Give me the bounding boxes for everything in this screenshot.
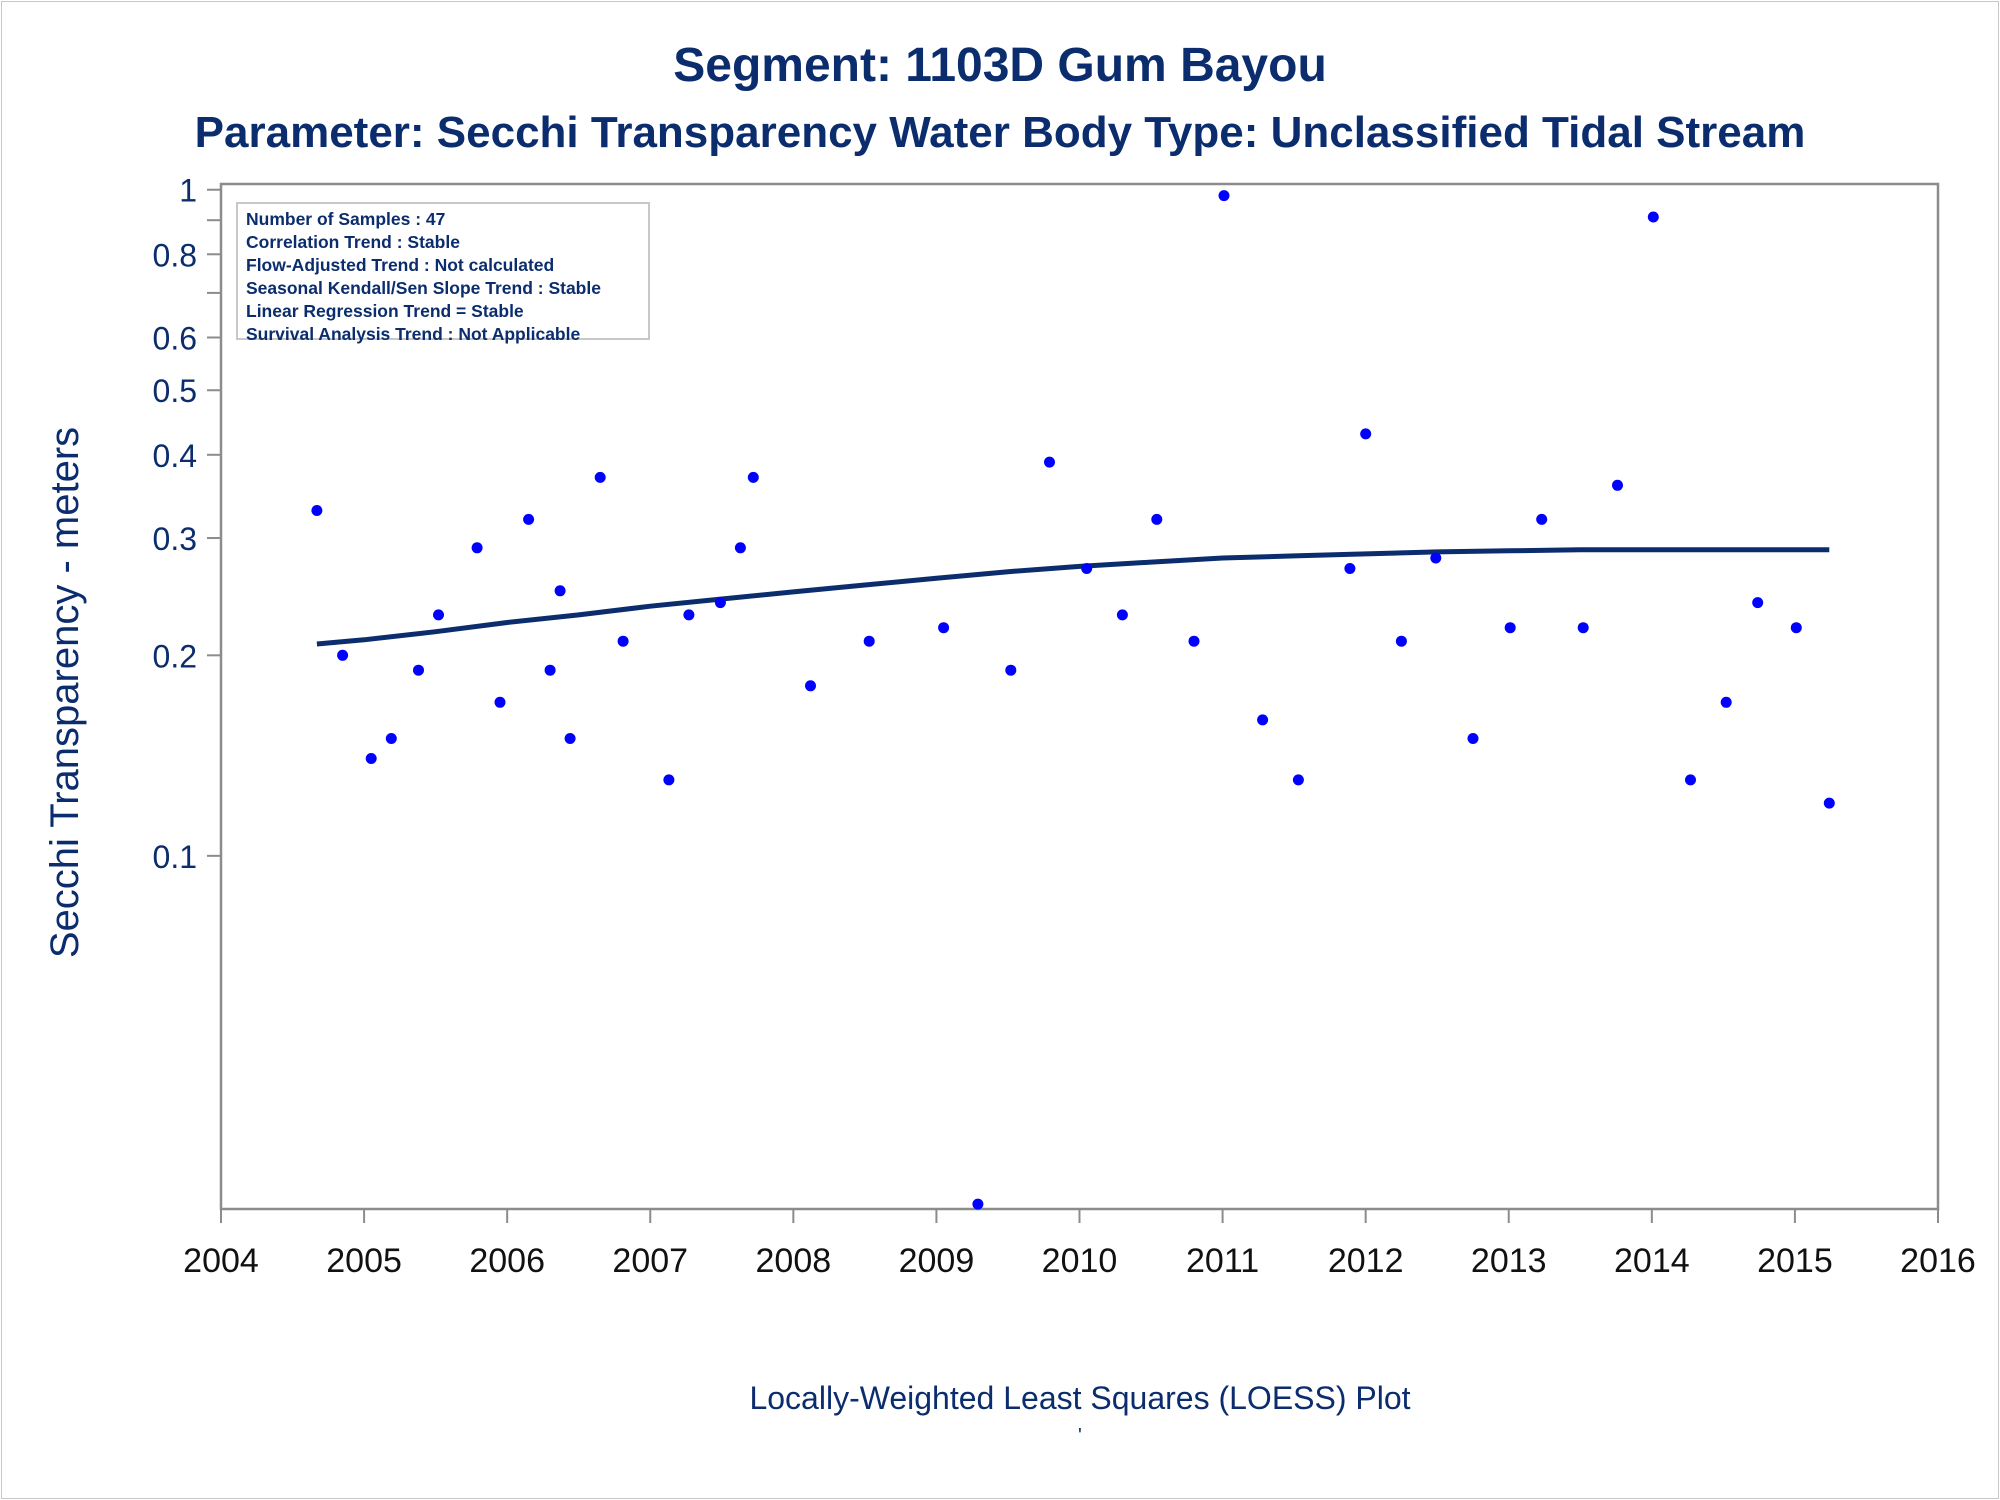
data-point [1151, 513, 1163, 525]
y-tick-label: 0.6 [153, 321, 197, 357]
x-tick-label: 2011 [1186, 1242, 1259, 1280]
x-tick-label: 2012 [1328, 1242, 1404, 1280]
data-point [1395, 635, 1407, 647]
y-tick-label: 1 [179, 173, 197, 209]
y-tick-label: 0.4 [153, 438, 197, 474]
x-tick-label: 2005 [326, 1242, 402, 1280]
chart-subtitle: Parameter: Secchi Transparency Water Bod… [194, 108, 1806, 157]
data-point [433, 609, 444, 621]
y-axis-label: Secchi Transparency - meters [43, 427, 87, 958]
data-point [337, 649, 349, 661]
data-point [1647, 211, 1659, 223]
stats-line: Flow-Adjusted Trend : Not calculated [246, 255, 555, 275]
y-tick-label: 0.1 [153, 839, 197, 875]
data-point [1344, 563, 1356, 574]
data-point [1430, 552, 1442, 564]
data-point [683, 609, 695, 621]
footnote: Locally-Weighted Least Squares (LOESS) P… [749, 1380, 1411, 1416]
data-point [805, 680, 816, 692]
trend-stats-box: Number of Samples : 47 Correlation Trend… [236, 202, 650, 344]
data-point [1218, 190, 1230, 202]
data-point [1467, 733, 1479, 744]
data-point [544, 664, 556, 676]
data-point [413, 664, 424, 676]
data-point [714, 597, 726, 609]
data-point [365, 753, 377, 764]
data-point [1116, 609, 1128, 621]
y-tick-label: 0.3 [153, 521, 197, 557]
data-point [494, 696, 506, 708]
data-point [1790, 622, 1802, 634]
stats-line: Number of Samples : 47 [246, 209, 446, 229]
data-point [1823, 797, 1835, 809]
data-point [523, 513, 535, 525]
data-point [385, 733, 397, 744]
data-point [1360, 428, 1372, 440]
x-tick-label: 2008 [756, 1242, 832, 1280]
stats-line: Survival Analysis Trend : Not Applicable [246, 324, 581, 344]
y-tick-label: 0.8 [153, 237, 197, 273]
x-tick-label: 2016 [1900, 1242, 1976, 1280]
data-point [972, 1198, 984, 1210]
data-point [938, 622, 950, 634]
data-point [564, 733, 576, 744]
data-point [471, 542, 483, 554]
y-tick-label: 0.5 [153, 373, 197, 409]
y-tick-label: 0.2 [153, 638, 197, 674]
data-point [747, 471, 759, 483]
data-point [1044, 456, 1055, 468]
data-point [1720, 696, 1732, 708]
x-tick-label: 2009 [899, 1242, 975, 1280]
loess-curve [316, 547, 1830, 647]
footnote-mark: ' [1078, 1425, 1082, 1447]
chart-title: Segment: 1103D Gum Bayou [673, 39, 1327, 92]
data-point [734, 542, 746, 554]
data-point [1685, 774, 1696, 786]
x-tick-label: 2006 [469, 1242, 545, 1280]
data-point [1577, 622, 1589, 634]
data-point [617, 635, 629, 647]
data-point [1752, 597, 1764, 609]
data-point [1257, 714, 1269, 726]
data-point [1504, 622, 1516, 634]
x-tick-label: 2015 [1757, 1242, 1833, 1280]
data-point [863, 635, 875, 647]
stats-line: Linear Regression Trend = Stable [246, 301, 524, 321]
x-tick-label: 2007 [612, 1242, 688, 1280]
stats-line: Correlation Trend : Stable [246, 232, 460, 252]
data-point [1005, 664, 1017, 676]
x-tick-label: 2014 [1614, 1242, 1690, 1280]
x-tick-label: 2004 [183, 1242, 259, 1280]
x-tick-label: 2013 [1471, 1242, 1547, 1280]
data-point [1188, 635, 1200, 647]
data-point [663, 774, 675, 786]
data-point [594, 471, 606, 483]
data-point [1292, 774, 1304, 786]
x-tick-label: 2010 [1042, 1242, 1118, 1280]
data-point [1612, 479, 1623, 491]
stats-line: Seasonal Kendall/Sen Slope Trend : Stabl… [246, 278, 601, 298]
data-point [1081, 563, 1093, 574]
data-point [1536, 513, 1548, 525]
data-point [554, 585, 566, 597]
data-point [311, 505, 323, 516]
